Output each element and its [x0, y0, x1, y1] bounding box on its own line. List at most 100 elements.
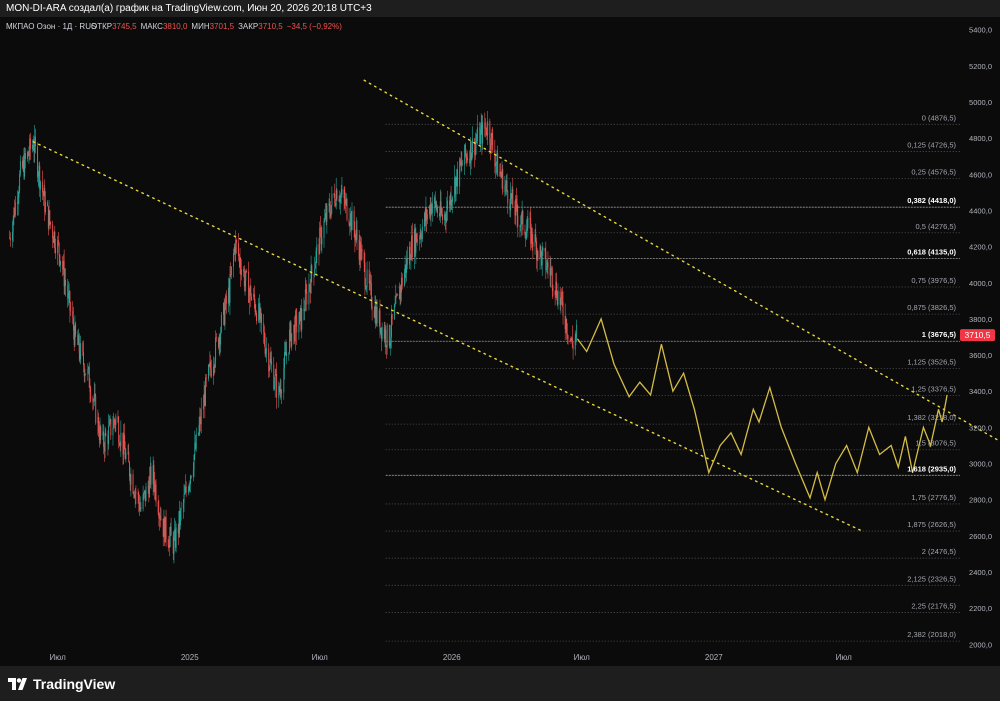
candle-body	[209, 361, 211, 366]
candle-body	[19, 173, 21, 192]
candle-body	[507, 191, 509, 204]
candle	[24, 147, 26, 169]
candle	[14, 199, 16, 218]
candle	[516, 195, 518, 228]
candle-body	[569, 338, 571, 340]
candle-body	[424, 213, 426, 222]
candle-body	[210, 361, 212, 369]
candle	[499, 163, 501, 177]
candle-body	[411, 235, 413, 260]
candle	[147, 480, 149, 494]
candle-body	[87, 369, 89, 374]
candle	[335, 177, 337, 210]
candle	[364, 252, 366, 296]
candle-body	[34, 136, 36, 147]
projection-path	[576, 316, 948, 503]
candle-body	[167, 539, 169, 546]
price-tick-label: 3200,0	[969, 423, 992, 432]
candle-body	[316, 244, 318, 251]
candle	[350, 210, 352, 241]
candle-body	[139, 502, 140, 511]
candle-body	[263, 332, 265, 345]
candle	[399, 284, 401, 306]
candle	[83, 363, 85, 383]
candle-body	[28, 154, 30, 156]
candle	[461, 151, 463, 171]
candle-body	[248, 271, 250, 303]
candle-body	[45, 202, 46, 213]
candle-body	[32, 144, 34, 150]
candle-body	[58, 242, 60, 255]
price-chart[interactable]: 0 (4876,5) 0,125 (4726,5) 0,25 (4576,5) 0,3…	[0, 17, 1000, 666]
candle-body	[165, 516, 167, 540]
candle	[444, 212, 446, 230]
candle	[510, 182, 512, 218]
candle	[429, 204, 430, 219]
candle	[213, 356, 214, 385]
candle	[261, 312, 262, 335]
candle	[22, 155, 24, 173]
candle-body	[517, 215, 519, 227]
candle-body	[318, 244, 320, 255]
time-tick-label: Июл	[574, 653, 591, 662]
candle-body	[321, 237, 323, 245]
candle-body	[229, 274, 231, 303]
legend-high-value: 3810,0	[163, 22, 188, 31]
candle-body	[364, 262, 366, 287]
candle	[184, 485, 186, 495]
candle	[449, 191, 451, 213]
tradingview-logo[interactable]: TradingView	[8, 676, 115, 692]
candle-body	[62, 260, 64, 270]
candle-body	[284, 352, 285, 369]
candle	[218, 336, 219, 350]
candle	[283, 358, 285, 400]
candle-body	[516, 202, 518, 216]
candle	[546, 259, 548, 274]
candle-body	[12, 218, 14, 233]
candle-body	[19, 161, 21, 174]
fib-level-label: 0,382 (4418,0)	[907, 196, 956, 205]
candle	[142, 485, 144, 512]
candle-body	[281, 392, 283, 394]
candle-body	[179, 510, 181, 526]
candle-body	[130, 474, 132, 485]
candle	[373, 306, 375, 319]
candle	[270, 346, 272, 363]
candle-body	[223, 303, 224, 315]
candle	[50, 221, 51, 229]
candle-body	[310, 265, 312, 293]
candle	[87, 363, 89, 381]
candle	[366, 261, 368, 295]
candle-body	[436, 208, 438, 214]
candle-body	[303, 308, 305, 311]
candle-body	[369, 280, 371, 284]
candle	[58, 242, 60, 267]
candle	[344, 186, 346, 209]
candle-body	[235, 239, 237, 244]
candle-body	[203, 393, 205, 407]
candle-body	[103, 431, 105, 448]
candle	[132, 469, 134, 495]
candle-body	[319, 227, 321, 229]
candle	[359, 234, 361, 271]
candle-body	[62, 260, 64, 270]
candle-body	[444, 214, 446, 220]
candle-body	[138, 494, 140, 503]
candle-body	[144, 490, 145, 494]
candle-body	[380, 327, 382, 333]
candle	[316, 237, 318, 263]
candle-body	[554, 290, 556, 296]
candle-body	[441, 213, 443, 215]
candle-body	[314, 268, 316, 276]
candle	[552, 284, 554, 297]
candle-body	[78, 335, 80, 353]
candle-body	[341, 189, 343, 195]
candle-body	[73, 330, 75, 346]
candle-body	[190, 475, 192, 478]
candle-body	[324, 218, 326, 222]
candle-body	[526, 227, 528, 232]
fib-level-label: 2,125 (2326,5)	[907, 574, 956, 583]
candle	[386, 323, 388, 355]
candle-body	[215, 337, 217, 362]
candle-body	[477, 127, 479, 140]
